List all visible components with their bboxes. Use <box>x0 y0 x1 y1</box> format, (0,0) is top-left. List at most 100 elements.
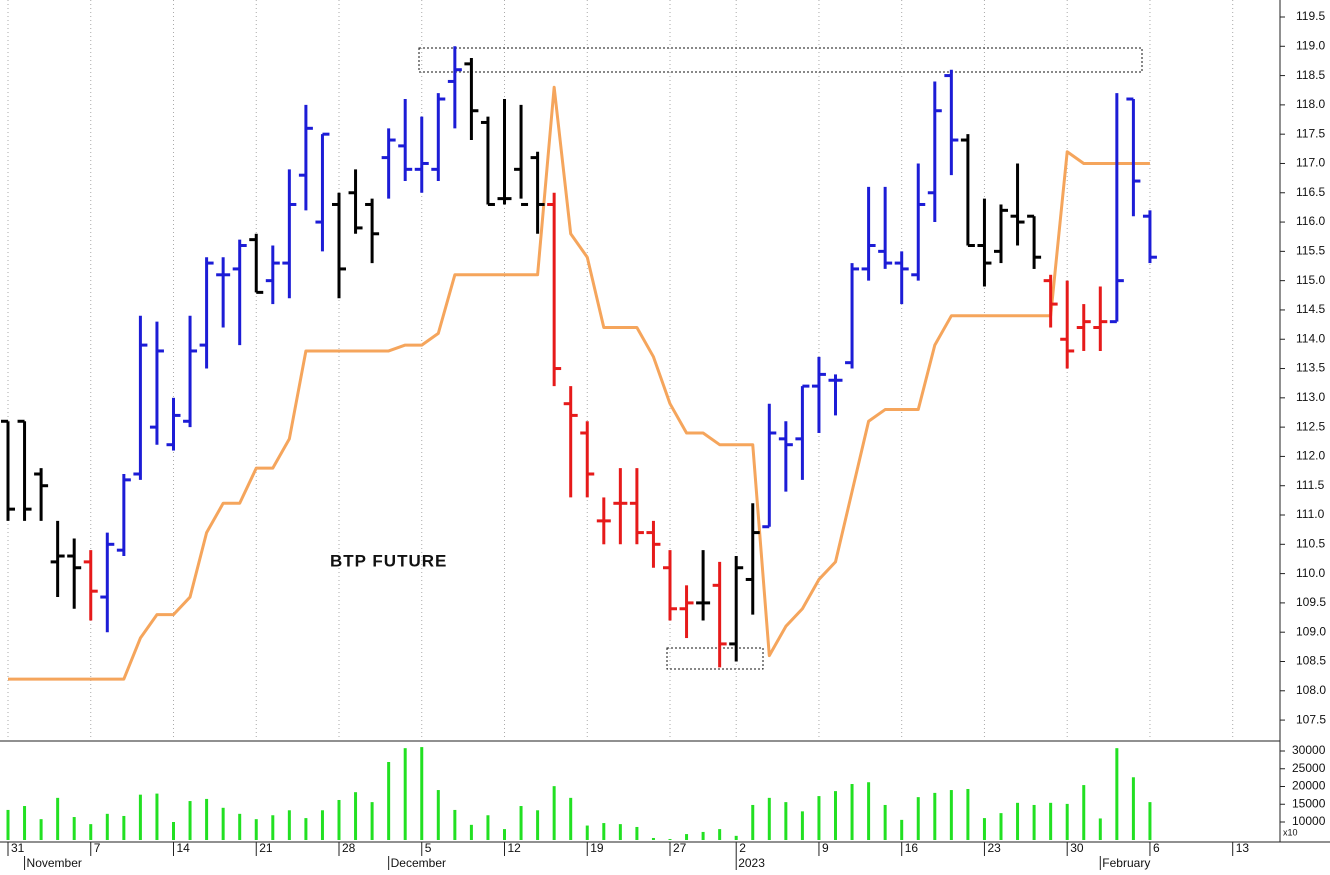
volume-bar <box>982 818 986 840</box>
y-tick-label: 30000 <box>1292 743 1326 757</box>
volume-bar <box>834 791 837 840</box>
y-tick-label: 109.5 <box>1296 595 1326 609</box>
x-tick-label: 13 <box>1236 841 1250 855</box>
volume-bar <box>817 796 821 840</box>
y-tick-label: 20000 <box>1292 779 1326 793</box>
y-tick-label: 25000 <box>1292 761 1326 775</box>
y-tick-label: 111.0 <box>1296 507 1325 521</box>
month-label: December <box>391 856 446 870</box>
volume-bar <box>138 794 142 840</box>
y-tick-label: 108.5 <box>1296 654 1326 668</box>
x-tick-label: 27 <box>673 841 687 855</box>
y-tick-label: 109.0 <box>1296 624 1326 638</box>
x-tick-label: 9 <box>822 841 829 855</box>
volume-bar <box>1049 802 1053 840</box>
volume-bar <box>668 839 672 840</box>
volume-bar <box>1065 803 1069 840</box>
annotation: BTP FUTURE <box>330 551 447 570</box>
volume-bar <box>370 802 374 840</box>
volume-bar <box>469 824 473 840</box>
x-tick-label: 28 <box>342 841 356 855</box>
volume-bar <box>238 813 242 840</box>
volume-bar <box>122 815 126 840</box>
volume-bar <box>172 822 175 840</box>
y-tick-label: 113.5 <box>1296 361 1325 375</box>
month-label: February <box>1102 856 1150 870</box>
volume-bar <box>387 762 391 840</box>
volume-bar <box>304 818 308 840</box>
y-tick-label: 115.0 <box>1296 273 1325 287</box>
x-tick-label: 23 <box>987 841 1001 855</box>
y-tick-label: 118.5 <box>1296 68 1325 82</box>
y-tick-label: 112.0 <box>1296 449 1325 463</box>
x-tick-label: 21 <box>259 841 273 855</box>
x-tick-label: 6 <box>1153 841 1160 855</box>
volume-bar <box>1148 802 1152 840</box>
volume-bar <box>453 809 457 840</box>
y-tick-label: 110.0 <box>1296 566 1325 580</box>
x-tick-label: 5 <box>425 841 432 855</box>
volume-bar <box>569 797 573 840</box>
y-tick-label: 119.5 <box>1296 9 1325 23</box>
volume-bar <box>420 747 424 840</box>
volume-bar <box>784 802 788 840</box>
volume-bar <box>205 798 209 840</box>
volume-bar <box>56 797 60 840</box>
volume-bar <box>536 810 540 840</box>
volume-bar <box>701 831 705 840</box>
volume-bar <box>519 806 523 840</box>
volume-bar <box>1016 802 1020 840</box>
volume-bar <box>6 809 10 840</box>
volume-bar <box>320 810 324 840</box>
volume-bar <box>403 748 407 840</box>
volume-bar <box>1082 785 1086 840</box>
volume-bar <box>850 784 854 840</box>
volume-bar <box>23 806 27 840</box>
volume-bar <box>999 813 1003 840</box>
volume-bar <box>287 810 291 840</box>
volume-bar <box>883 804 887 840</box>
x-tick-label: 19 <box>590 841 604 855</box>
volume-bar <box>89 824 93 840</box>
x-tick-label: 16 <box>905 841 919 855</box>
volume-bar <box>337 799 341 840</box>
volume-bar <box>155 793 159 840</box>
volume-bar <box>933 792 937 840</box>
month-label: 2023 <box>738 856 765 870</box>
volume-bar <box>72 817 76 840</box>
volume-bar <box>585 825 589 840</box>
volume-bar <box>734 835 738 840</box>
volume-bar <box>916 797 920 840</box>
y-tick-label: 107.5 <box>1296 712 1326 726</box>
volume-bar <box>254 819 258 840</box>
volume-bar <box>1032 804 1036 840</box>
y-tick-label: 114.5 <box>1296 302 1325 316</box>
stop-line <box>8 85 1150 681</box>
volume-bar <box>354 792 358 840</box>
volume-bar <box>751 804 755 840</box>
y-tick-label: 115.5 <box>1296 244 1325 258</box>
volume-bar <box>602 823 606 840</box>
volume-bar <box>486 815 490 840</box>
volume-bar <box>867 782 871 840</box>
y-tick-label: 112.5 <box>1296 419 1325 433</box>
month-label: November <box>27 856 82 870</box>
volume-bar <box>949 790 953 840</box>
x-tick-label: 2 <box>739 841 746 855</box>
y-tick-label: 118.0 <box>1296 97 1325 111</box>
x-tick-label: 12 <box>508 841 522 855</box>
volume-bar <box>651 837 655 840</box>
volume-bar <box>685 834 689 840</box>
y-tick-label: 117.5 <box>1296 126 1325 140</box>
y-tick-label: 113.0 <box>1296 390 1325 404</box>
volume-bar <box>1131 777 1135 840</box>
x-tick-label: 30 <box>1070 841 1084 855</box>
volume-bar <box>618 824 622 840</box>
volume-bar <box>635 826 639 840</box>
volume-bar <box>436 790 440 840</box>
volume-bar <box>105 813 109 840</box>
volume-bar <box>900 819 904 840</box>
volume-bar <box>1115 748 1119 840</box>
